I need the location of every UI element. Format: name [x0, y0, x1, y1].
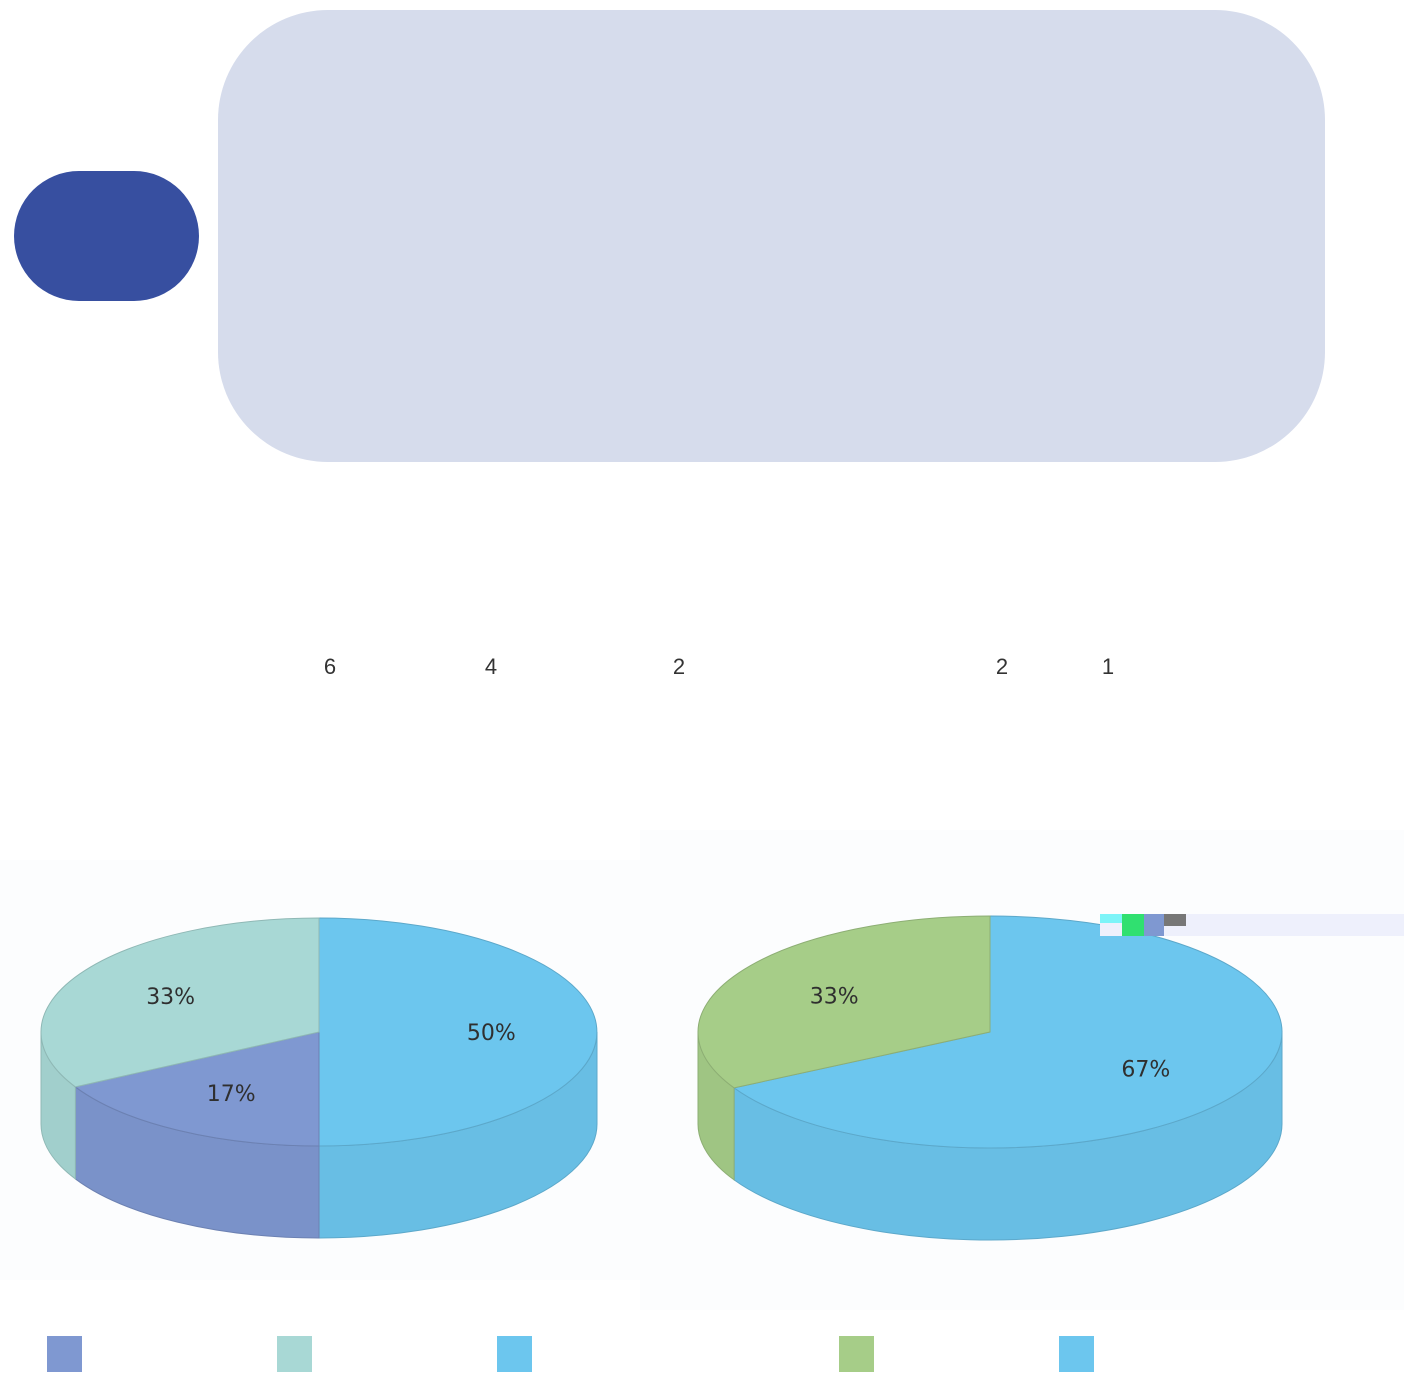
- legend-swatch: [1059, 1336, 1094, 1372]
- legend-swatch: [839, 1336, 874, 1372]
- pie-data-label: 33%: [146, 985, 195, 1010]
- pie-data-label: 50%: [467, 1021, 516, 1046]
- pie-chart-left: 50% 17% 33%: [40, 917, 598, 1239]
- section-badge: [14, 171, 199, 301]
- count-label: 2: [995, 654, 1009, 679]
- count-label: 4: [484, 654, 498, 679]
- legend-swatch: [497, 1336, 532, 1372]
- pie-slice: [74, 1031, 320, 1147]
- pie-chart-right: 67% 33%: [697, 915, 1283, 1241]
- info-panel: [218, 10, 1325, 462]
- pie-data-label: 67%: [1121, 1058, 1170, 1083]
- pie-slice: [318, 917, 598, 1147]
- pie-slice: [40, 917, 320, 1088]
- count-label: 2: [672, 654, 686, 679]
- rendering-artifact: [1100, 914, 1404, 936]
- count-label: 6: [323, 654, 337, 679]
- legend-swatch: [47, 1336, 82, 1372]
- pie-data-label: 33%: [810, 984, 859, 1009]
- count-label: 1: [1101, 654, 1115, 679]
- legend-swatch: [277, 1336, 312, 1372]
- pie-data-label: 17%: [207, 1082, 256, 1107]
- pie-slice: [697, 915, 991, 1089]
- pie-slice: [732, 915, 1283, 1149]
